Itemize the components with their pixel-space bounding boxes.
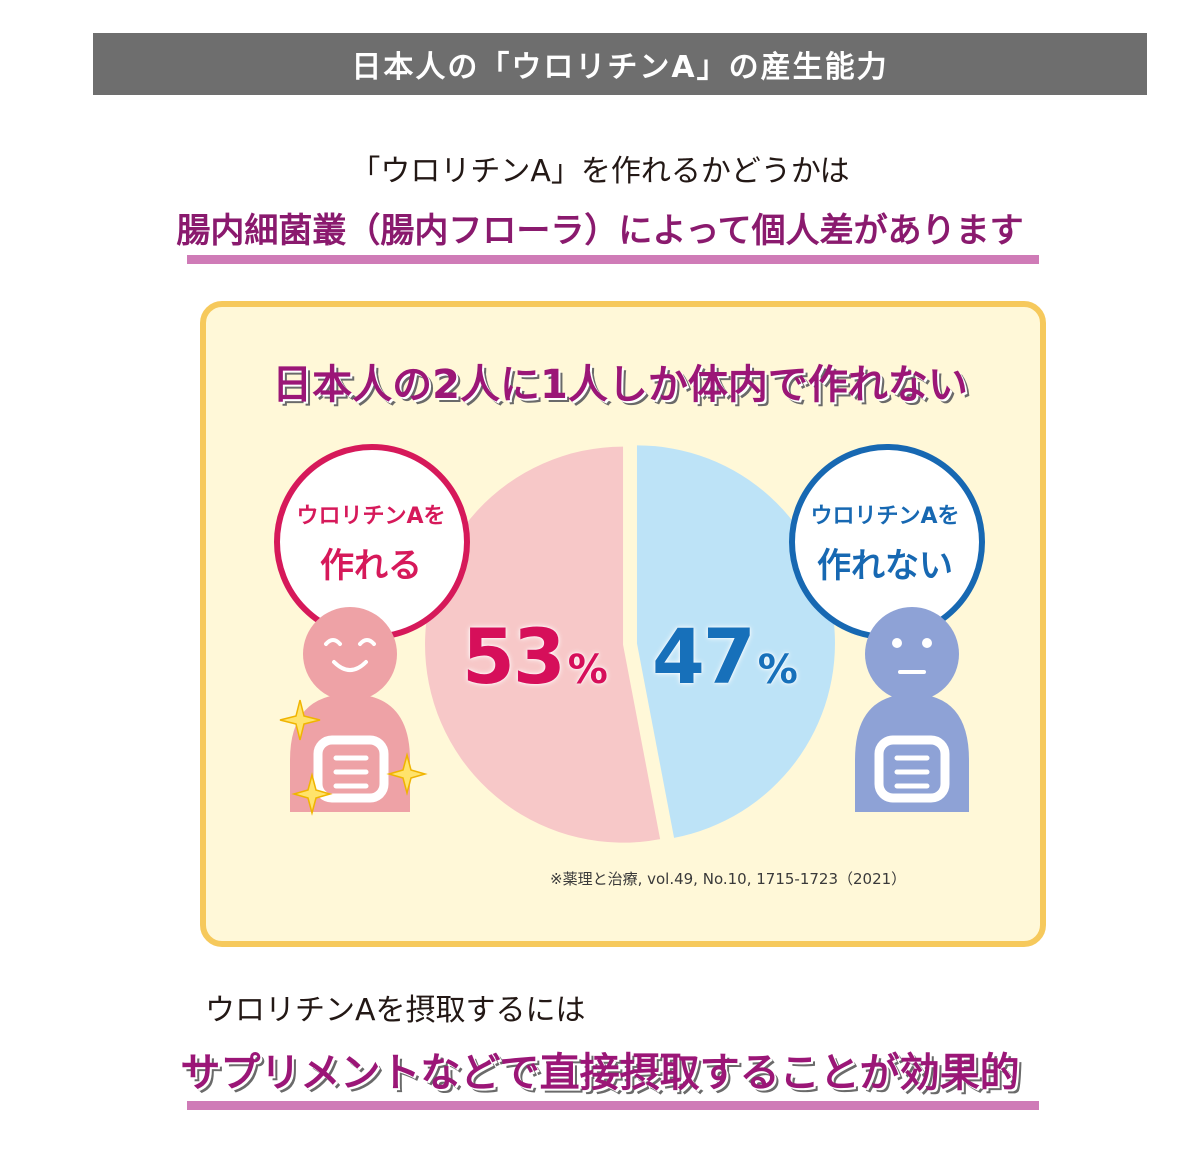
footer-headline: サプリメントなどで直接摂取することが効果的	[180, 1050, 1020, 1096]
happy-person-icon	[279, 607, 428, 816]
pie-slice-can	[425, 446, 661, 843]
pie-label-cannot: 47%	[652, 612, 798, 701]
panel-title: 日本人の2人に1人しか体内で作れない	[272, 362, 968, 408]
intestine-icon	[313, 735, 389, 803]
pie-slice-cannot	[636, 445, 835, 838]
intro-lead: 「ウロリチンA」を作れるかどうかは	[350, 154, 850, 189]
sparkle-icon	[291, 772, 333, 816]
pie-label-cannot-unit: %	[757, 647, 798, 693]
intro-headline: 腸内細菌叢（腸内フローラ）によって個人差があります	[176, 211, 1024, 251]
left-bubble-label: ウロリチンAを 作れる	[276, 498, 466, 587]
footer-lead: ウロリチンAを摂取するには	[205, 993, 586, 1028]
pie-label-can: 53%	[462, 612, 608, 701]
left-bubble-big: 作れる	[320, 546, 422, 586]
pie-label-can-unit: %	[567, 647, 608, 693]
intro-underline	[187, 255, 1039, 264]
header-title: 日本人の「ウロリチンA」の産生能力	[93, 33, 1147, 95]
right-bubble-label: ウロリチンAを 作れない	[790, 498, 980, 587]
right-bubble-big: 作れない	[817, 546, 953, 586]
intestine-icon	[874, 735, 950, 803]
pie-chart	[425, 445, 835, 843]
footer-underline	[187, 1101, 1039, 1110]
sparkle-icon	[386, 752, 428, 796]
sparkle-icon	[279, 699, 321, 741]
source-note: ※薬理と治療, vol.49, No.10, 1715-1723（2021）	[550, 870, 907, 888]
left-bubble-small: ウロリチンAを	[296, 504, 446, 529]
pie-label-can-value: 53	[462, 612, 566, 701]
neutral-person-icon	[855, 607, 969, 812]
right-bubble-small: ウロリチンAを	[810, 504, 960, 529]
pie-label-cannot-value: 47	[652, 612, 756, 701]
